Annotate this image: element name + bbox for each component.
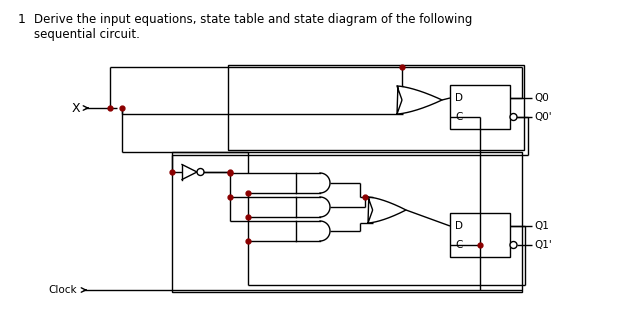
Text: D: D [455,221,463,231]
Bar [172,152,522,292]
Polygon shape [368,197,406,223]
Polygon shape [320,221,330,241]
Bar [450,85,510,129]
Text: X: X [71,101,80,114]
Text: Clock: Clock [49,285,77,295]
Text: Derive the input equations, state table and state diagram of the following: Derive the input equations, state table … [34,13,472,26]
Circle shape [197,168,204,176]
Polygon shape [182,164,197,180]
Polygon shape [320,173,330,193]
Text: Q0': Q0' [534,112,552,122]
Polygon shape [397,86,442,114]
Text: Q0: Q0 [534,93,548,103]
Text: Q1': Q1' [534,240,552,250]
Text: 1: 1 [18,13,26,26]
Text: Q1: Q1 [534,221,549,231]
Text: sequential circuit.: sequential circuit. [34,28,140,41]
Bar [228,65,524,150]
Text: C: C [455,112,462,122]
Circle shape [510,113,517,121]
Bar [450,213,510,257]
Polygon shape [320,197,330,217]
Circle shape [510,242,517,249]
Text: C: C [455,240,462,250]
Text: D: D [455,93,463,103]
